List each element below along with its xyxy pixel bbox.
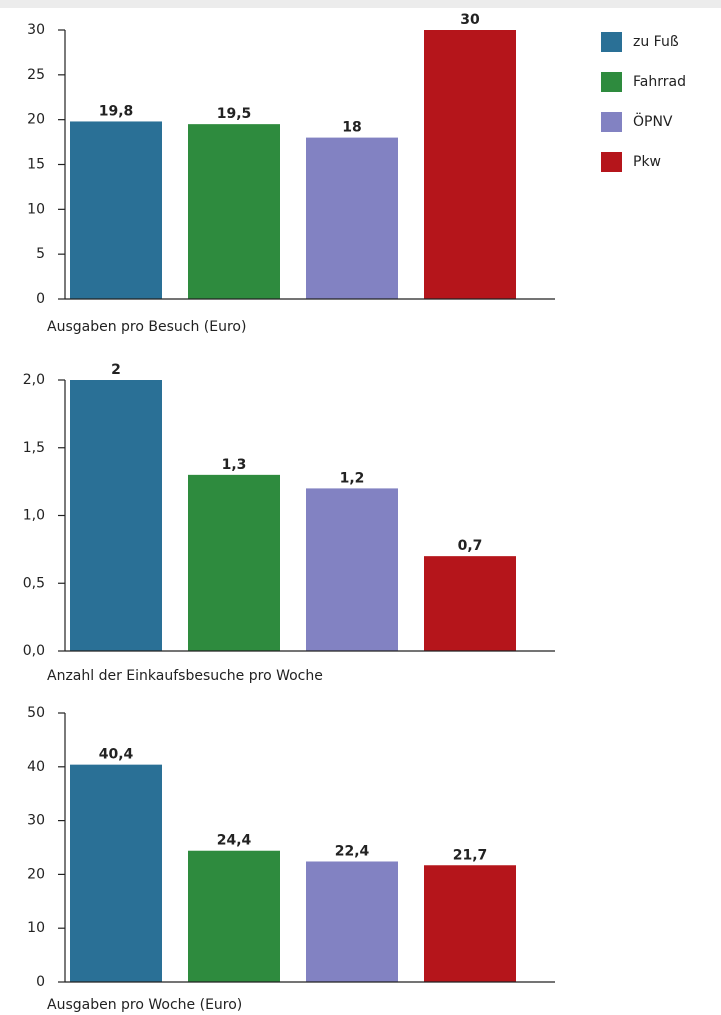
bar [188,124,280,300]
y-tick-label: 1,0 [23,508,45,524]
bar [70,764,162,982]
legend-label: Pkw [633,154,661,170]
y-tick-label: 40 [27,759,45,775]
bar [424,865,516,982]
value-label: 0,7 [458,538,483,554]
bar [306,861,398,982]
y-tick-label: 20 [27,112,45,128]
y-tick-label: 2,0 [23,372,45,388]
y-tick-label: 0,0 [23,643,45,659]
x-axis-label: Anzahl der Einkaufsbesuche pro Woche [47,668,323,684]
value-label: 18 [342,120,361,136]
value-label: 19,8 [99,103,134,119]
bar [188,850,280,982]
value-label: 21,7 [453,847,488,863]
value-label: 24,4 [217,833,252,849]
y-tick-label: 10 [27,201,45,217]
bar [70,121,162,300]
value-label: 19,5 [217,106,252,122]
y-tick-label: 0 [36,974,45,990]
y-tick-label: 25 [27,67,45,83]
value-label: 22,4 [335,843,370,859]
y-tick-label: 30 [27,813,45,829]
bar [306,137,398,299]
y-tick-label: 10 [27,920,45,936]
y-tick-label: 0,5 [23,575,45,591]
y-tick-label: 1,5 [23,440,45,456]
value-label: 40,4 [99,747,134,763]
x-axis-label: Ausgaben pro Woche (Euro) [47,997,242,1013]
bar [188,474,280,651]
y-tick-label: 20 [27,866,45,882]
value-label: 1,3 [222,457,247,473]
value-label: 2 [111,362,121,378]
legend-label: zu Fuß [633,34,679,50]
y-tick-label: 5 [36,246,45,262]
value-label: 30 [460,12,480,28]
legend-swatch [601,72,622,92]
legend-swatch [601,112,622,132]
bar [306,488,398,651]
y-tick-label: 0 [36,291,45,307]
bar [424,30,516,299]
legend-swatch [601,32,622,52]
bar [70,380,162,651]
bar [424,556,516,651]
y-tick-label: 50 [27,705,45,721]
y-tick-label: 30 [27,22,45,38]
legend-swatch [601,152,622,172]
top-bar [0,0,721,8]
x-axis-label: Ausgaben pro Besuch (Euro) [47,319,246,335]
legend-label: ÖPNV [633,112,673,130]
legend-label: Fahrrad [633,74,686,90]
y-tick-label: 15 [27,157,45,173]
value-label: 1,2 [340,470,365,486]
